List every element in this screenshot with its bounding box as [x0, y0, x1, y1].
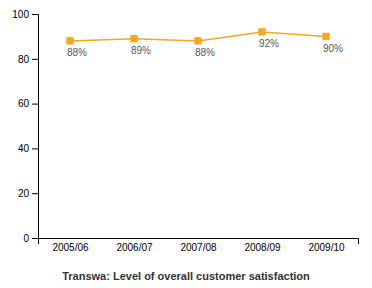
marker: [323, 33, 329, 39]
x-tick: 2005/06: [52, 242, 89, 253]
x-tick: 2006/07: [116, 242, 153, 253]
marker: [259, 29, 265, 35]
y-tick-label: 20: [18, 188, 30, 199]
data-label: 88%: [67, 47, 87, 58]
x-tick-label: 2005/06: [52, 242, 89, 253]
chart-container: 0 20 40 60 80 100 2005/06 2006/07 2007/08 2008/09…: [0, 0, 372, 288]
title: Transwa: Level of overall customer satis…: [62, 270, 310, 282]
y-tick-mark: [32, 59, 38, 60]
y-tick: 20: [18, 188, 38, 199]
x-tick-label: 2006/07: [116, 242, 153, 253]
y-tick: 0: [23, 233, 38, 244]
marks: [67, 29, 329, 44]
data-label: 92%: [259, 38, 279, 49]
y-tick-label: 60: [18, 98, 30, 109]
y-tick-label: 80: [18, 54, 30, 65]
y-tick-label: 0: [23, 233, 29, 244]
data-label: 90%: [323, 43, 343, 54]
y-tick-label: 40: [18, 143, 30, 154]
x-tick: 2009/10: [308, 242, 345, 253]
y-tick: 60: [18, 98, 38, 109]
y-tick-mark: [32, 14, 38, 15]
x-tick-label: 2008/09: [244, 242, 281, 253]
marker: [67, 38, 73, 44]
x-tick: 2007/08: [180, 242, 217, 253]
data-label: 89%: [131, 45, 151, 56]
plot: 0 20 40 60 80 100 2005/06 2006/07 2007/08 2008/09…: [12, 9, 358, 253]
x-tick-label: 2007/08: [180, 242, 217, 253]
y-axis: 0 20 40 60 80 100: [12, 9, 38, 244]
x-axis: 2005/06 2006/07 2007/08 2008/09 2009/10: [39, 239, 359, 254]
y-tick: 80: [18, 54, 38, 65]
y-tick-mark: [32, 104, 38, 105]
y-tick-mark: [32, 238, 38, 239]
chart: 0 20 40 60 80 100 2005/06 2006/07 2007/08 2008/09…: [0, 0, 372, 288]
y-tick-mark: [32, 148, 38, 149]
y-tick-mark: [32, 193, 38, 194]
marker: [131, 35, 137, 41]
data-labels: 88% 89% 88% 92% 90%: [67, 38, 343, 58]
y-tick: 40: [18, 143, 38, 154]
marker: [195, 38, 201, 44]
y-tick: 100: [12, 9, 38, 20]
x-tick: 2008/09: [244, 242, 281, 253]
data-label: 88%: [195, 47, 215, 58]
x-tick-label: 2009/10: [308, 242, 345, 253]
y-tick-label: 100: [12, 9, 29, 20]
y-axis-line: [32, 15, 39, 239]
